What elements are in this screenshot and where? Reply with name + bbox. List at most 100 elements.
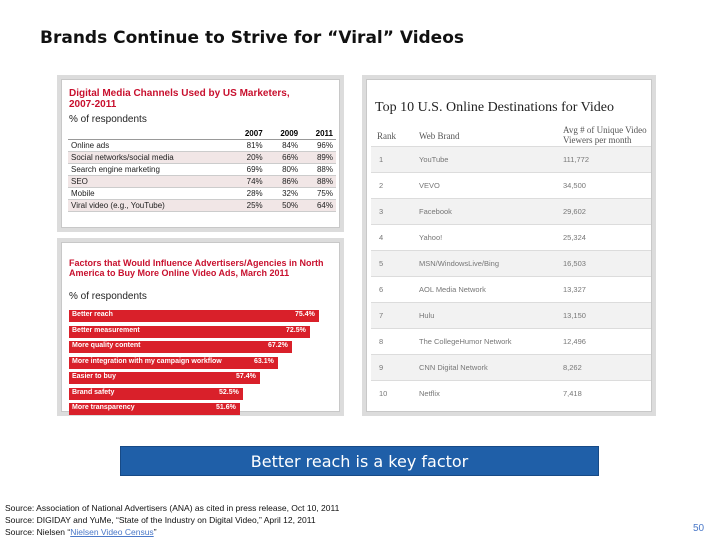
source-prefix: Source: Nielsen “ [5,527,71,537]
table-cell: 64% [301,199,336,212]
source-line: Source: Association of National Advertis… [5,503,340,513]
table-cell: 25% [230,199,266,212]
rank-cell: 4 [379,233,384,242]
source-suffix: ” [153,527,157,537]
table-row: 5 MSN/WindowsLive/Bing 16,503 [371,250,651,277]
viewers-cell: 13,327 [563,285,586,294]
bar: More transparency [69,403,240,415]
table-cell: 74% [230,175,266,188]
col-header-brand: Web Brand [419,131,460,141]
table2-title: Top 10 U.S. Online Destinations for Vide… [375,100,615,115]
viewers-cell: 8,262 [563,363,582,372]
chart-title: Factors that Would Influence Advertisers… [69,258,324,278]
rank-cell: 9 [379,363,384,372]
bar-label: Brand safety [72,388,115,396]
table-cell: 20% [230,151,266,164]
table-row: 1 YouTube 111,772 [371,146,651,173]
table-cell: Mobile [68,187,231,200]
bar-label: More transparency [72,404,135,411]
factors-panel: Factors that Would Influence Advertisers… [57,238,344,416]
table1-header: 2009 [265,128,302,140]
viewers-cell: 12,496 [563,337,586,346]
col-header-viewers: Avg # of Unique Video Viewers per month [563,125,647,145]
viewers-cell: 7,418 [563,389,582,398]
table-cell: Online ads [68,139,231,152]
chart-subtitle: % of respondents [69,291,147,302]
table-row: Social networks/social media 20% 66% 89% [68,151,336,164]
viewers-cell: 16,503 [563,259,586,268]
bar: Brand safety [69,387,243,400]
bar-label: Better measurement [72,326,140,334]
bar-label: More quality content [72,342,141,349]
table-cell: 84% [265,139,302,152]
digital-media-table: 2007 2009 2011 Online ads 81% 84% 96% Social ne… [68,128,336,212]
table-row: Online ads 81% 84% 96% [68,139,336,152]
table-row: 3 Facebook 29,602 [371,198,651,225]
table-cell: Viral video (e.g., YouTube) [68,199,231,212]
table-cell: 96% [301,139,336,152]
table-row: Mobile 28% 32% 75% [68,187,336,200]
brand-cell: YouTube [419,155,449,164]
viewers-cell: 111,772 [563,155,589,164]
brand-cell: Facebook [419,207,452,216]
table-cell: 28% [230,187,266,200]
table-cell: 66% [265,151,302,164]
table-cell: Social networks/social media [68,151,231,164]
table1-subtitle: % of respondents [69,114,147,125]
bar-value-label: 63.1% [254,357,274,365]
table-row: 7 Hulu 13,150 [371,302,651,329]
bar: Easier to buy [69,372,260,384]
brand-cell: MSN/WindowsLive/Bing [419,259,500,268]
brand-cell: AOL Media Network [419,285,486,294]
bar: More quality content [69,341,292,353]
bar-label: Easier to buy [72,373,116,380]
bar: Better measurement [69,325,310,338]
table1-header: 2011 [301,128,336,140]
table-cell: 69% [230,163,266,176]
key-factor-banner: Better reach is a key factor [120,446,599,476]
bar-label: Better reach [72,311,113,318]
sources: Source: Association of National Advertis… [5,502,339,538]
nielsen-link[interactable]: Nielsen Video Census [70,527,154,537]
brand-cell: VEVO [419,181,440,190]
page-number: 50 [693,523,705,534]
bar-value-label: 75.4% [295,311,315,318]
bar-value-label: 67.2% [268,342,288,349]
slide-title: Brands Continue to Strive for “Viral” Vi… [40,28,465,48]
digital-media-panel: Digital Media Channels Used by US Market… [57,75,344,232]
video-destinations-panel: Top 10 U.S. Online Destinations for Vide… [362,75,656,416]
bar: Better reach [69,310,319,322]
bar-value-label: 57.4% [236,373,256,380]
brand-cell: The CollegeHumor Network [419,337,512,346]
table-row: Viral video (e.g., YouTube) 25% 50% 64% [68,199,336,212]
col-header-rank: Rank [377,131,396,141]
source-line: Source: DIGIDAY and YuMe, “State of the … [5,515,316,525]
table-cell: 86% [265,175,302,188]
banner-text: Better reach is a key factor [250,451,469,471]
rank-cell: 10 [379,389,388,398]
brand-cell: CNN Digital Network [419,363,488,372]
table-cell: 50% [265,199,302,212]
rank-cell: 2 [379,181,384,190]
bar: More integration with my campaign workfl… [69,356,278,369]
viewers-cell: 29,602 [563,207,586,216]
viewers-cell: 34,500 [563,181,586,190]
rank-cell: 8 [379,337,384,346]
brand-cell: Hulu [419,311,435,320]
table-cell: 80% [265,163,302,176]
rank-cell: 7 [379,311,384,320]
table-cell: Search engine marketing [68,163,231,176]
table-row: 6 AOL Media Network 13,327 [371,276,651,303]
table1-title: Digital Media Channels Used by US Market… [69,88,290,110]
table-cell: 88% [301,163,336,176]
rank-cell: 3 [379,207,384,216]
table1-header [68,128,231,140]
table1-header: 2007 [230,128,266,140]
table-row: 2 VEVO 34,500 [371,172,651,199]
bar-value-label: 52.5% [219,388,239,396]
table-row: 8 The CollegeHumor Network 12,496 [371,328,651,355]
rank-cell: 1 [379,155,384,164]
table-cell: SEO [68,175,231,188]
table-cell: 88% [301,175,336,188]
table-row: 9 CNN Digital Network 8,262 [371,354,651,381]
